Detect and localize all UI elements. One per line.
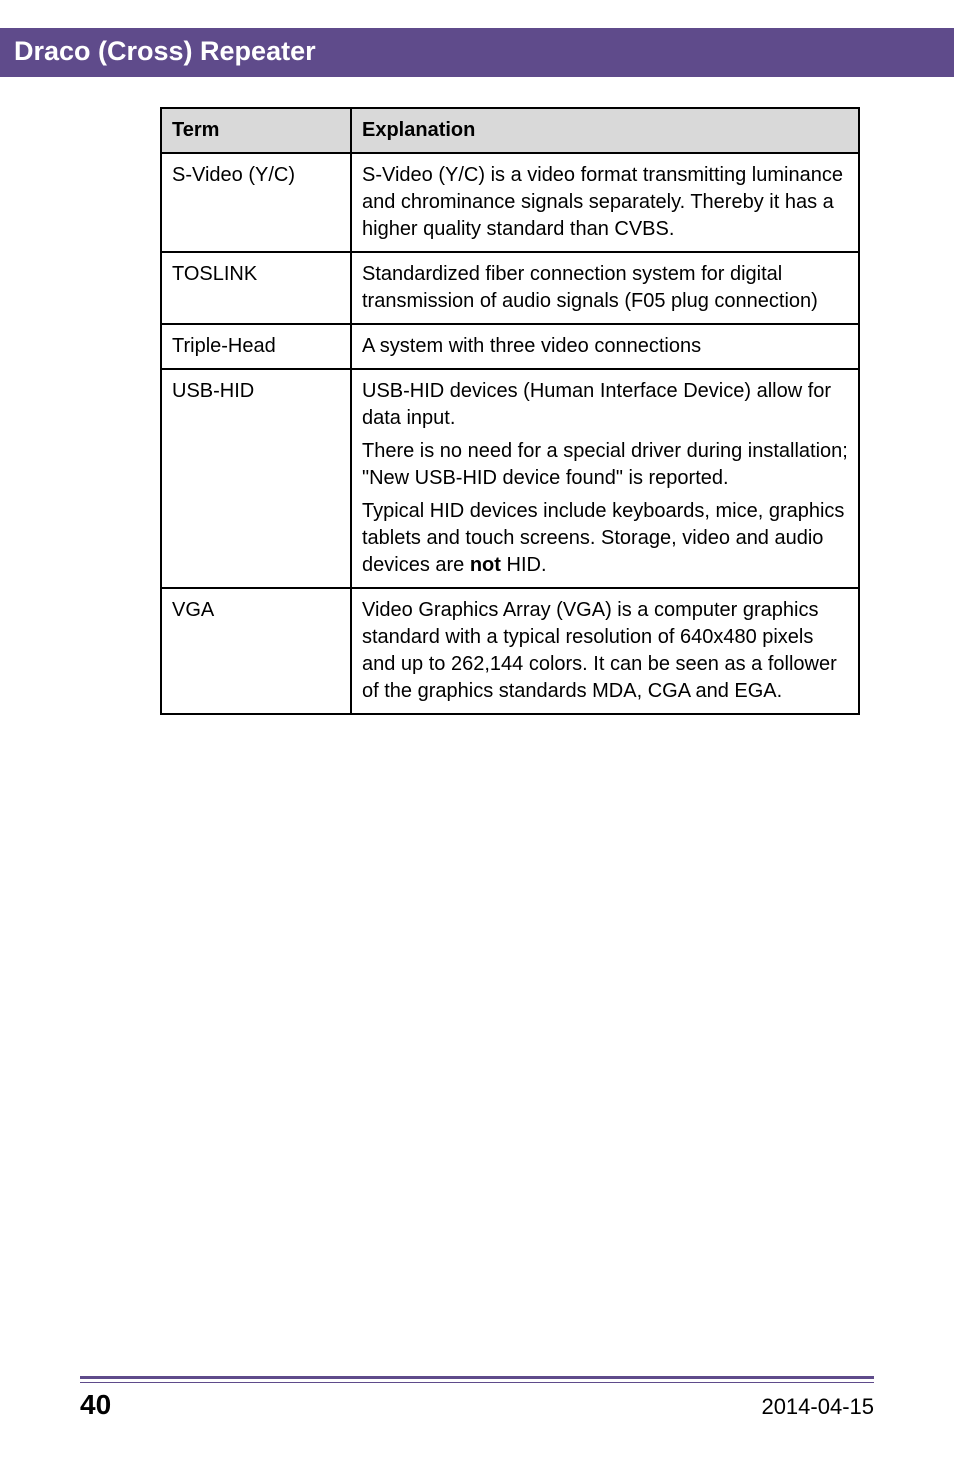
page-footer: 40 2014-04-15 (80, 1376, 874, 1421)
term-cell: TOSLINK (161, 252, 351, 324)
table-row: VGAVideo Graphics Array (VGA) is a compu… (161, 588, 859, 714)
explanation-cell: Standardized fiber connection system for… (351, 252, 859, 324)
explanation-paragraph: Standardized fiber connection system for… (362, 261, 848, 315)
explanation-cell: USB-HID devices (Human Interface Device)… (351, 369, 859, 588)
term-cell: S-Video (Y/C) (161, 153, 351, 252)
table-row: S-Video (Y/C)S-Video (Y/C) is a video fo… (161, 153, 859, 252)
term-cell: Triple-Head (161, 324, 351, 369)
explanation-paragraph: Typical HID devices include keyboards, m… (362, 498, 848, 579)
footer-date: 2014-04-15 (761, 1394, 874, 1420)
glossary-table: Term Explanation S-Video (Y/C)S-Video (Y… (160, 107, 860, 715)
explanation-cell: Video Graphics Array (VGA) is a computer… (351, 588, 859, 714)
term-cell: VGA (161, 588, 351, 714)
term-cell: USB-HID (161, 369, 351, 588)
explanation-cell: A system with three video connections (351, 324, 859, 369)
col-explanation: Explanation (351, 108, 859, 153)
explanation-cell: S-Video (Y/C) is a video format transmit… (351, 153, 859, 252)
header-title: Draco (Cross) Repeater (14, 36, 316, 66)
explanation-paragraph: Video Graphics Array (VGA) is a computer… (362, 597, 848, 705)
explanation-paragraph: USB-HID devices (Human Interface Device)… (362, 378, 848, 432)
explanation-paragraph: A system with three video connections (362, 333, 848, 360)
page-header: Draco (Cross) Repeater (0, 28, 954, 77)
table-row: TOSLINKStandardized fiber connection sys… (161, 252, 859, 324)
page-number: 40 (80, 1389, 111, 1421)
table-row: USB-HIDUSB-HID devices (Human Interface … (161, 369, 859, 588)
explanation-paragraph: S-Video (Y/C) is a video format transmit… (362, 162, 848, 243)
table-row: Triple-Head A system with three video con… (161, 324, 859, 369)
col-term: Term (161, 108, 351, 153)
explanation-paragraph: There is no need for a special driver du… (362, 438, 848, 492)
